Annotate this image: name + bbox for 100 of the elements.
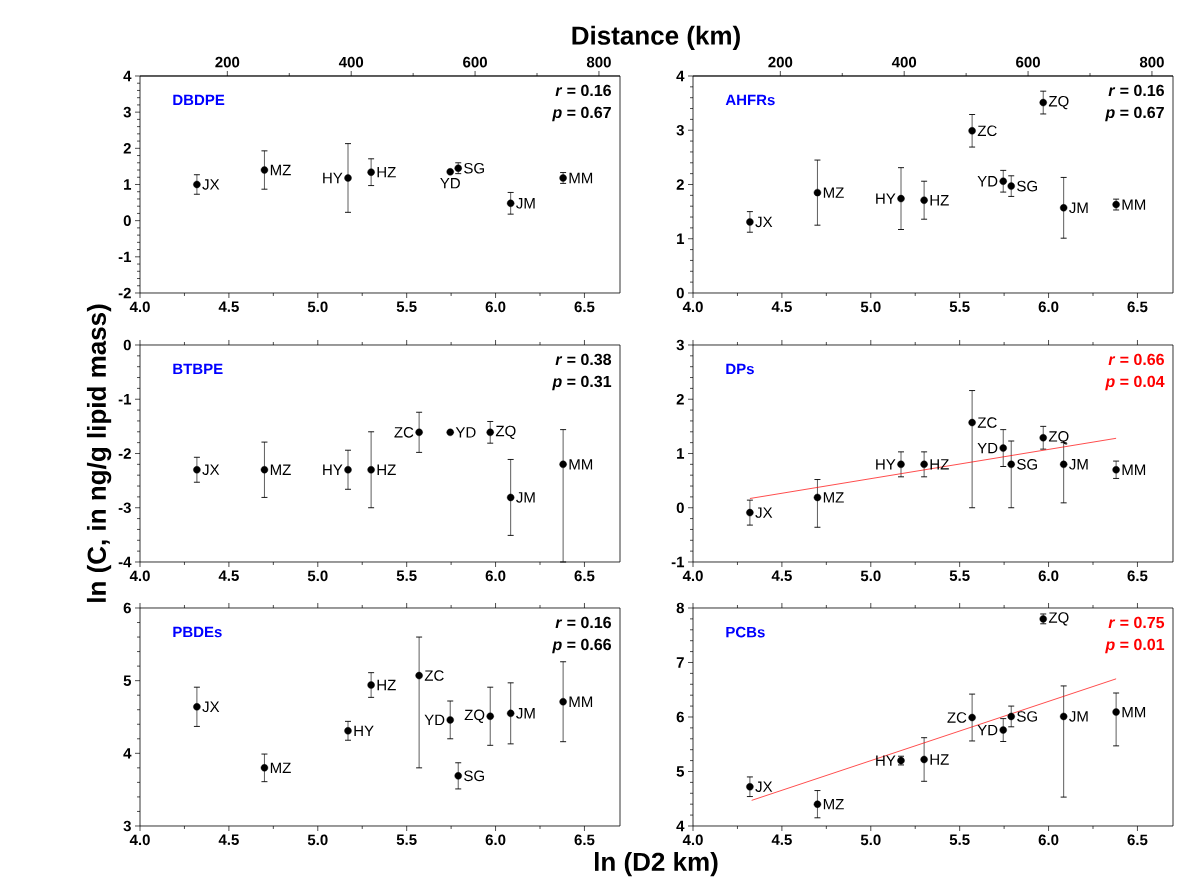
x2-tick-label: 800 (1139, 56, 1164, 68)
point (897, 194, 905, 203)
x-tick-label: 5.0 (860, 570, 881, 582)
point (486, 428, 494, 437)
y-tick-label: -4 (118, 556, 132, 568)
annotation: p = 0.67 (552, 106, 611, 122)
point (344, 466, 352, 474)
point (1007, 182, 1015, 190)
y-tick-label: 4 (123, 748, 132, 759)
annotation: JX (202, 179, 220, 190)
x2-tick-label: 400 (891, 56, 917, 68)
annotation: ZQ (1048, 431, 1069, 445)
annotation: ZC (977, 417, 997, 428)
annotation: MZ (270, 164, 291, 176)
x-tick-label: 4.0 (682, 301, 703, 313)
annotation: MM (1122, 706, 1146, 718)
point (897, 460, 905, 469)
y-tick-label: 4 (123, 70, 132, 82)
y-tick-label: 2 (676, 394, 684, 405)
annotation: MZ (823, 492, 844, 503)
point (999, 444, 1007, 452)
point (1007, 460, 1015, 469)
point (968, 713, 976, 722)
text: PBDEs (173, 626, 222, 638)
y-tick-label: -2 (118, 287, 131, 299)
y-tick-label: 8 (676, 602, 684, 614)
annotation: r = 0.75 (1108, 616, 1165, 629)
annotation: JM (516, 708, 535, 719)
annotation: MZ (270, 762, 291, 774)
point (446, 716, 454, 724)
x-tick-label: 4.5 (771, 301, 792, 312)
annotation: JM (1069, 459, 1088, 470)
point (1112, 466, 1120, 474)
point (813, 800, 822, 808)
y-tick-label: 3 (676, 339, 684, 351)
y-tick-label: 0 (676, 287, 684, 299)
annotation: r = 0.16 (555, 616, 611, 629)
x-tick-label: 5.0 (307, 834, 328, 846)
y-tick-label: -3 (118, 502, 131, 514)
point (1059, 460, 1068, 469)
annotation: JX (755, 216, 773, 228)
annotation: YD (455, 427, 476, 438)
point (344, 174, 352, 182)
y-tick-label: -1 (671, 556, 685, 568)
y-tick-label: 0 (123, 215, 131, 226)
annotation: HY (876, 193, 896, 204)
point (506, 199, 515, 207)
text: DPs (726, 363, 754, 375)
annotation: r = 0.66 (1108, 353, 1164, 366)
annotation: SG (464, 770, 484, 782)
annotation: ZQ (464, 709, 485, 723)
point (559, 698, 567, 706)
annotation: ZC (947, 712, 967, 723)
x2-axis-title: Distance (km) (572, 25, 740, 50)
annotation: YD (440, 178, 460, 189)
annotation: MM (569, 172, 593, 184)
y-tick-label: 6 (123, 602, 131, 614)
x-tick-label: 6.0 (1038, 834, 1059, 846)
point (1007, 712, 1015, 721)
x-tick-label: 4.5 (218, 834, 239, 845)
x-tick-label: 5.5 (396, 570, 417, 581)
x-tick-label: 5.5 (949, 834, 970, 845)
annotation: p = 0.66 (552, 638, 611, 654)
point (367, 681, 375, 689)
point (968, 418, 976, 427)
annotation: ZQ (1048, 612, 1069, 626)
point (559, 460, 567, 469)
y-tick-label: 1 (677, 233, 685, 244)
annotation: r = 0.38 (555, 353, 612, 366)
x-tick-label: 4.5 (771, 834, 792, 845)
point (920, 460, 928, 469)
annotation: HY (876, 459, 896, 470)
x-tick-label: 5.0 (307, 570, 328, 582)
point (344, 727, 352, 735)
point (968, 127, 976, 135)
text: BTBPE (173, 363, 223, 375)
x-tick-label: 4.0 (682, 570, 703, 582)
x-tick-label: 6.0 (485, 834, 506, 846)
x-tick-label: 6.5 (1127, 570, 1148, 582)
x-tick-label: 4.0 (129, 570, 150, 582)
annotation: MM (569, 459, 593, 470)
x-tick-label: 5.0 (307, 301, 328, 313)
x2-tick-label: 200 (215, 56, 240, 68)
x-tick-label: 5.5 (396, 301, 417, 312)
x-tick-label: 6.5 (1127, 301, 1148, 313)
x-tick-label: 5.0 (860, 834, 881, 846)
x-tick-label: 5.5 (396, 834, 417, 845)
point (415, 671, 423, 680)
point (920, 196, 928, 204)
x2-tick-label: 600 (463, 56, 487, 68)
annotation: ZQ (1048, 95, 1069, 110)
x-tick-label: 4.0 (129, 301, 150, 313)
annotation: HY (354, 725, 374, 736)
x-tick-label: 4.5 (218, 570, 239, 581)
annotation: YD (977, 176, 998, 187)
annotation: ZC (977, 125, 997, 137)
text: AHFRs (725, 94, 775, 106)
y-tick-label: -1 (118, 251, 132, 262)
point (1059, 204, 1068, 212)
point (813, 493, 822, 502)
